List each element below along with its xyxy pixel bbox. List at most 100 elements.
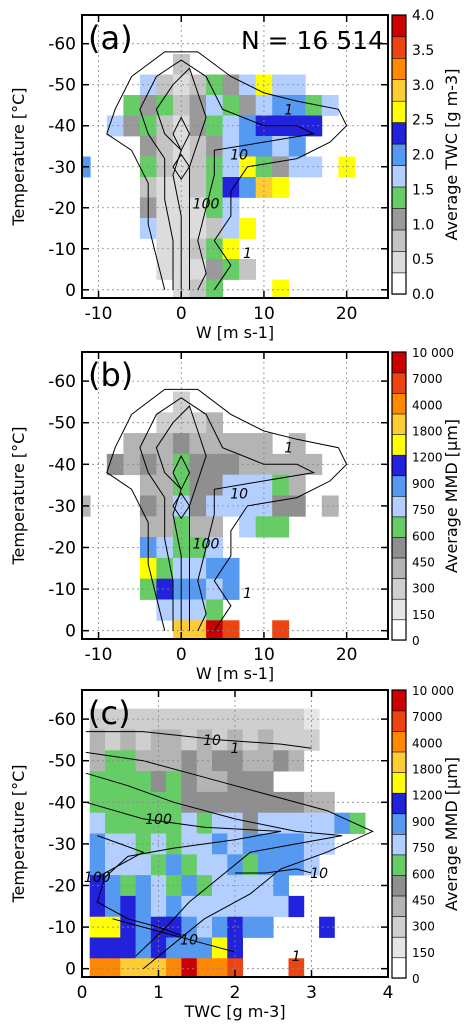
colorbar-swatch: [391, 915, 407, 938]
colorbar-swatch: [391, 792, 407, 815]
colorbar-swatch: [391, 557, 407, 579]
y-axis-label: Temperature [°C]: [9, 426, 28, 565]
heatmap-cell: [257, 791, 274, 814]
x-tick-label: 2: [230, 983, 241, 1003]
colorbar-tick-label: 750: [412, 503, 435, 517]
heatmap-cell: [196, 854, 213, 876]
heatmap-cell: [181, 771, 198, 793]
x-tick-label: 0: [77, 983, 88, 1003]
heatmap-cell: [222, 74, 240, 96]
heatmap-cell: [89, 895, 106, 918]
x-tick-label: 10: [253, 304, 275, 324]
x-tick-label: -10: [85, 645, 113, 665]
contour-line: [172, 153, 191, 180]
contour-line: [85, 751, 374, 970]
heatmap-cell: [189, 177, 207, 198]
heatmap-cell: [273, 812, 289, 834]
heatmap-cell: [166, 729, 182, 751]
colorbar-swatch: [391, 730, 407, 753]
x-tick-label: 3: [306, 983, 317, 1003]
heatmap-cell: [89, 729, 106, 751]
heatmap-cell: [206, 74, 223, 96]
y-tick-label: -50: [48, 76, 76, 96]
panel-label: (c): [88, 694, 131, 732]
x-tick-label: -10: [85, 304, 113, 324]
heatmap-cell: [212, 895, 228, 918]
heatmap-cell: [89, 854, 106, 876]
heatmap-cell: [181, 833, 198, 855]
contour-line: [97, 835, 145, 878]
colorbar-swatch: [391, 143, 407, 166]
sample-count-annotation: N = 16 514: [241, 26, 384, 55]
contour-line: [131, 51, 348, 291]
contour-line: [156, 397, 316, 631]
heatmap-cell: [173, 197, 190, 219]
heatmap-cell: [105, 958, 121, 977]
heatmap-cell: [212, 708, 228, 730]
colorbar-tick-label: 450: [412, 893, 435, 907]
heatmap-cell: [272, 95, 290, 116]
heatmap-cell: [227, 791, 243, 814]
colorbar-tick-label: 2.0: [412, 148, 434, 164]
heatmap-cell: [222, 474, 240, 496]
heatmap-cell: [222, 495, 240, 517]
grid: [81, 690, 389, 977]
colorbar-swatch: [391, 854, 407, 876]
colorbar-swatch: [391, 57, 407, 81]
axis-ticks: -10 0 10 20 0 -10 -20 -30 -40 -50 -60: [48, 15, 388, 324]
heatmap-cell: [242, 895, 259, 918]
heatmap-cell: [257, 812, 274, 834]
heatmap-cell: [206, 115, 223, 137]
contour-labels: 1 10 100 1: [193, 102, 294, 262]
heatmap-cells: [89, 708, 366, 977]
heatmap-cell: [239, 474, 256, 496]
contour-label: 100: [193, 536, 220, 552]
heatmap-cell: [120, 812, 136, 834]
heatmap-cell: [206, 95, 223, 116]
contour-line: [235, 868, 312, 874]
colorbar-tick-label: 0.0: [412, 287, 434, 303]
heatmap-cell: [222, 620, 240, 639]
heatmap-cell: [105, 895, 121, 918]
heatmap-cell: [273, 791, 289, 814]
heatmap-cell: [212, 875, 228, 897]
heatmap-cell: [206, 599, 223, 621]
heatmap-cell: [272, 177, 290, 198]
colorbar-swatch: [391, 36, 407, 59]
contour-label: 10: [180, 933, 198, 949]
panel-label: (b): [88, 356, 133, 394]
x-tick-label: 10: [253, 645, 275, 665]
heatmap-cell: [222, 238, 240, 260]
panel-b: 1 10 100 1 -10 0 10 20 0 -10 -20 -30 -40 -50 -60 W [m s…: [9, 346, 461, 683]
heatmap-cell: [181, 916, 198, 938]
heatmap-cell: [257, 916, 274, 938]
heatmap-cell: [196, 771, 213, 793]
heatmap-cell: [189, 95, 207, 116]
heatmap-cell: [319, 812, 335, 834]
colorbar-swatch: [391, 771, 407, 794]
heatmap-cell: [105, 937, 121, 959]
heatmap-cell: [123, 433, 141, 455]
heatmap-cell: [206, 537, 223, 559]
heatmap-cell: [242, 812, 259, 834]
x-tick-label: 1: [153, 983, 164, 1003]
colorbar-swatch: [391, 229, 407, 252]
heatmap-cell: [181, 708, 198, 730]
heatmap-cell: [135, 895, 152, 918]
colorbar-swatch: [391, 79, 407, 102]
y-tick-label: -60: [48, 372, 76, 392]
heatmap-cell: [257, 771, 274, 793]
heatmap-cell: [242, 833, 259, 855]
heatmap-cell: [206, 177, 223, 198]
contour-lines: [85, 731, 374, 970]
heatmap-cell: [206, 557, 223, 580]
heatmap-cell: [242, 916, 259, 938]
heatmap-cell: [139, 136, 157, 157]
colorbar-tick-label: 150: [412, 608, 435, 622]
heatmap-cell: [206, 136, 223, 157]
colorbar-swatch: [391, 272, 407, 295]
colorbar-swatch: [391, 100, 407, 123]
heatmap-cell: [189, 557, 207, 580]
panel-label: (a): [88, 19, 133, 57]
colorbar-swatch: [391, 813, 407, 835]
